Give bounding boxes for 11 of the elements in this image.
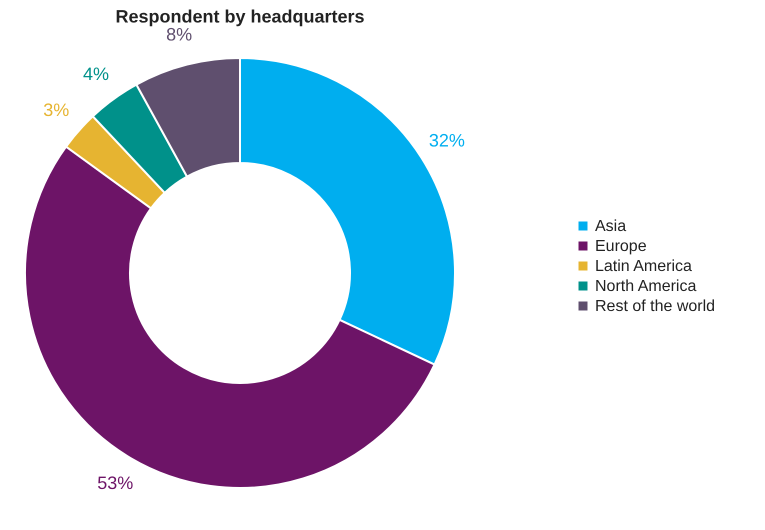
legend-label: Europe xyxy=(595,238,647,255)
data-label: 8% xyxy=(166,24,192,45)
legend-label: Latin America xyxy=(595,258,692,275)
data-label: 32% xyxy=(428,130,465,151)
data-label: 53% xyxy=(97,472,134,493)
chart-title: Respondent by headquarters xyxy=(115,6,365,27)
legend-label: North America xyxy=(595,278,696,295)
data-label: 4% xyxy=(82,64,109,84)
data-label: 3% xyxy=(43,100,70,120)
legend-label: Rest of the world xyxy=(595,298,716,315)
legend-label: Asia xyxy=(595,218,626,235)
